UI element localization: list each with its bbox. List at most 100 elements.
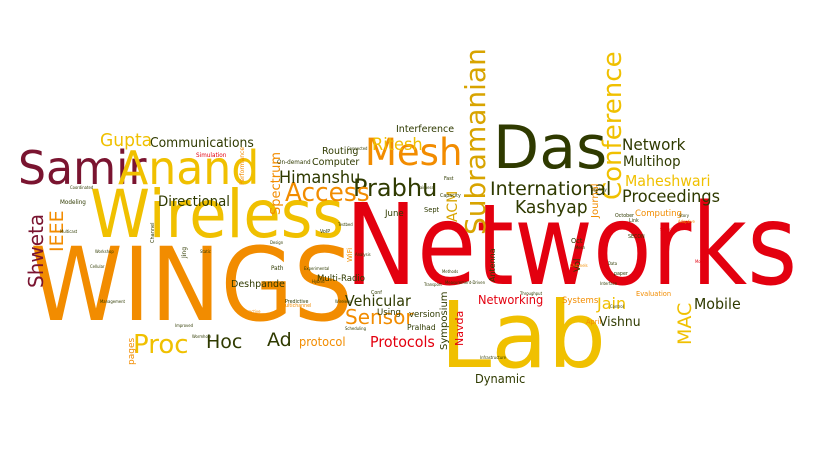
- word-management: Management: [100, 299, 126, 304]
- word-simulation: Simulation: [196, 152, 227, 159]
- word-transport: Transport: [424, 282, 442, 287]
- word-wireless: Wireless: [90, 176, 345, 253]
- word-wormhole: Wormhole: [192, 334, 212, 339]
- word-story: Story: [679, 213, 690, 218]
- word-link: Link: [629, 218, 639, 224]
- word-multihop: Multihop: [623, 154, 681, 170]
- word-systems: Systems: [562, 296, 599, 306]
- word-april: April: [586, 318, 602, 326]
- word-wifi: WiFi: [346, 247, 354, 262]
- word-workshop: Workshop: [95, 249, 114, 254]
- word-on-demand: On-demand: [277, 159, 311, 166]
- word-proc: Proc: [133, 330, 189, 360]
- word-maheshwari: Maheshwari: [625, 172, 711, 190]
- word-conf: Conf: [371, 290, 382, 296]
- word-interface: Interface: [600, 281, 618, 286]
- word-path: Path: [271, 265, 284, 272]
- word-kashyap: Kashyap: [515, 197, 588, 218]
- word-symposium: Symposium: [439, 291, 450, 350]
- word-networking: Networking: [478, 293, 544, 307]
- word-vehicular: Vehicular: [345, 292, 411, 310]
- word-routing: Routing: [322, 146, 359, 157]
- word-security: Security: [660, 227, 676, 232]
- word-secon: SECON: [628, 234, 645, 240]
- word-subramanian: Subramanian: [459, 48, 492, 235]
- word-june: June: [385, 209, 404, 219]
- word-performance: Performance: [239, 146, 246, 185]
- word-antenna: Antenna: [488, 248, 497, 282]
- word-vishnu: Vishnu: [599, 315, 641, 330]
- word-channels: Channels: [570, 263, 588, 268]
- word-gupta: Gupta: [100, 130, 153, 151]
- word-networks: Networks: [345, 181, 798, 311]
- word-sensor: Sensor: [345, 305, 414, 329]
- word-computing: Computing: [635, 209, 682, 219]
- word-shweta: Shweta: [24, 213, 48, 288]
- word-mobile-small: Mobile: [695, 259, 708, 264]
- word-communications: Communications: [150, 136, 254, 151]
- word-himanshu: Himanshu: [279, 168, 361, 188]
- word-wireless-small: Wireless: [335, 299, 351, 304]
- word-design: Design: [270, 240, 284, 245]
- word-mac: MAC: [674, 302, 696, 345]
- word-static: Static: [200, 249, 211, 254]
- word-pages: pages: [127, 337, 137, 365]
- word-access: Access: [285, 178, 370, 208]
- word-infrastructure: Infrastructure: [480, 355, 507, 360]
- word-interactive: Interactive: [240, 309, 261, 314]
- word-sept: Sept: [424, 206, 440, 214]
- word-mobile: Mobile: [694, 295, 741, 313]
- word-testbed: Testbed: [338, 222, 353, 227]
- word-predictive: Predictive: [285, 299, 309, 305]
- word-data: Data: [608, 261, 618, 266]
- word-dynamic: Dynamic: [475, 372, 526, 386]
- word-control: Control: [610, 304, 624, 309]
- word-throughput: Throughput: [520, 291, 543, 296]
- word-version: version: [409, 310, 441, 320]
- word-fairness: Fairness: [418, 185, 434, 190]
- word-multichannel: Multichannel: [281, 303, 312, 309]
- word-proceedings: Proceedings: [622, 187, 721, 207]
- word-coordinated: Coordinated: [70, 185, 94, 190]
- word-improved: Improved: [175, 323, 194, 328]
- word-measurement-driven: Measurement-Driven: [445, 280, 486, 285]
- word-modeling: Modeling: [60, 199, 86, 206]
- word-interference: Interference: [396, 124, 455, 135]
- word-oct: Oct: [571, 237, 583, 245]
- word-ritesh: Ritesh: [372, 135, 423, 155]
- word-protocol: protocol: [299, 335, 346, 349]
- word-computer: Computer: [312, 157, 360, 168]
- word-samir: Samir: [18, 141, 147, 195]
- word-methods: Methods: [442, 269, 459, 274]
- word-october: October: [615, 213, 635, 219]
- word-mesh: Mesh: [365, 131, 463, 174]
- word-mesh-small: Mesh: [575, 245, 586, 250]
- word-hoc: Hoc: [206, 331, 243, 353]
- word-experimental: Experimental: [304, 266, 330, 271]
- word-topology: Topology: [590, 187, 607, 192]
- word-wings: WINGS: [30, 226, 353, 345]
- word-using: Using: [377, 308, 401, 318]
- word-ad: Ad: [267, 329, 292, 351]
- word-jing: Jing: [181, 246, 188, 258]
- word-voip: VoIP: [320, 229, 331, 235]
- word-adaptive: Adaptive: [678, 219, 695, 224]
- word-deshpande: Deshpande: [231, 279, 285, 290]
- word-navda: Navda: [453, 310, 466, 346]
- word-network: Network: [622, 135, 686, 154]
- word-protocols: Protocols: [370, 333, 435, 351]
- word-channel: Channel: [150, 222, 156, 243]
- word-lab: Lab: [440, 282, 607, 389]
- word-directional: Directional: [158, 194, 230, 210]
- word-multi-radio: Multi-Radio: [317, 274, 366, 284]
- word-prabhu: Prabhu: [353, 174, 438, 202]
- word-anand: Anand: [118, 141, 260, 195]
- word-hybrid: Hybrid: [312, 279, 325, 284]
- word-capacity: Capacity: [440, 193, 461, 199]
- word-paper: paper: [614, 271, 628, 277]
- word-jain: Jain: [597, 294, 627, 313]
- word-multicast: Multicast: [60, 229, 78, 234]
- word-connected: Connected: [347, 146, 368, 151]
- word-scheduling: Scheduling: [345, 326, 367, 331]
